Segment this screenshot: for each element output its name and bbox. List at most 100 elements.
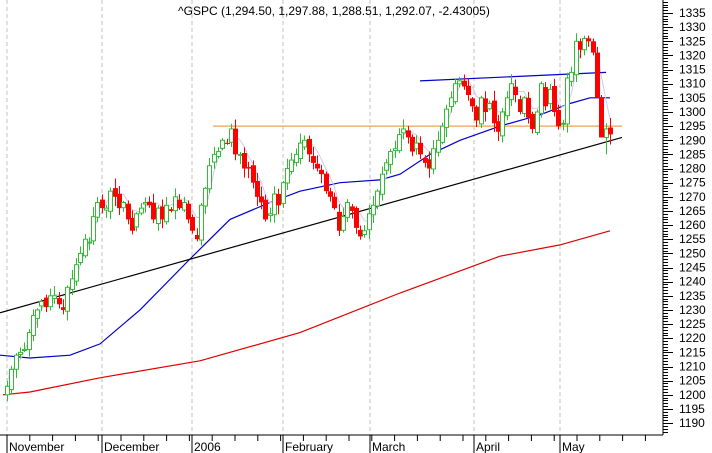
candle-body-up <box>375 190 380 207</box>
candle-body-down <box>358 229 363 237</box>
candle-body-down <box>410 136 415 152</box>
candle-body-up <box>139 207 144 214</box>
candle-body-down <box>195 234 200 240</box>
candle-body-down <box>337 211 342 231</box>
candle-body-down <box>233 128 238 155</box>
candle-body-up <box>436 139 441 153</box>
candle-body-down <box>492 100 497 124</box>
candle-body-down <box>556 109 561 127</box>
candle-body-up <box>397 134 402 152</box>
candle-body-down <box>608 127 613 135</box>
candle-body-up <box>83 238 88 257</box>
candle-body-up <box>199 204 204 241</box>
candle-body-down <box>427 159 432 169</box>
candle-body-down <box>319 169 324 175</box>
candle-body-up <box>414 142 419 150</box>
candle-body-up <box>272 193 277 216</box>
y-tick-label: 1210 <box>679 360 706 374</box>
y-tick-label: 1305 <box>679 91 706 105</box>
candle-body-down <box>513 86 518 96</box>
y-tick-label: 1260 <box>679 218 706 232</box>
candle-body-up <box>440 125 445 143</box>
candle-body-up <box>156 207 161 224</box>
y-tick-label: 1220 <box>679 331 706 345</box>
candle-body-up <box>104 207 109 211</box>
candle-body-down <box>186 203 191 220</box>
candle-body-down <box>332 196 337 209</box>
candle-body-down <box>552 86 557 112</box>
candle-body-up <box>457 80 462 85</box>
candle-body-down <box>350 206 355 211</box>
candle-body-up <box>479 97 484 125</box>
candle-body-up <box>509 83 514 101</box>
y-tick-label: 1205 <box>679 374 706 388</box>
candle-body-down <box>151 202 156 220</box>
candle-body-up <box>548 88 553 105</box>
candle-body-up <box>220 139 225 149</box>
candle-body-down <box>483 98 488 112</box>
candle-body-up <box>52 295 57 300</box>
candle-body-up <box>39 300 44 307</box>
candle-body-down <box>466 85 471 96</box>
candle-body-down <box>530 113 535 129</box>
candle-body-down <box>470 98 475 107</box>
candles <box>5 33 613 401</box>
x-tick-label: 2006 <box>194 440 221 453</box>
candle-body-down <box>242 153 247 169</box>
candle-body-up <box>27 332 32 351</box>
candle-body-up <box>294 153 299 164</box>
candle-body-up <box>91 216 96 242</box>
candle-body-up <box>9 368 14 391</box>
candle-body-up <box>535 111 540 133</box>
x-tick-label: November <box>9 440 64 453</box>
x-tick-label: March <box>372 440 405 453</box>
y-tick-label: 1310 <box>679 77 706 91</box>
candle-body-down <box>44 297 49 308</box>
candle-body-up <box>18 351 23 355</box>
candle-body-up <box>48 295 53 308</box>
candle-body-up <box>268 213 273 216</box>
candle-body-down <box>423 157 428 163</box>
y-tick-label: 1250 <box>679 246 706 260</box>
candle-body-down <box>418 142 423 155</box>
candle-body-up <box>298 142 303 159</box>
y-tick-label: 1315 <box>679 63 706 77</box>
y-tick-label: 1240 <box>679 275 706 289</box>
candle-body-up <box>345 201 350 218</box>
candle-body-up <box>74 264 79 282</box>
x-tick-label: May <box>562 440 585 453</box>
candle-body-up <box>121 201 126 209</box>
candle-body-down <box>406 130 411 138</box>
candle-body-up <box>164 204 169 223</box>
candle-body-up <box>444 108 449 128</box>
candle-body-down <box>117 193 122 209</box>
candle-body-down <box>578 41 583 50</box>
candle-body-down <box>169 209 174 211</box>
candle-body-up <box>22 349 27 352</box>
candle-body-up <box>453 83 458 103</box>
candle-body-down <box>251 165 256 183</box>
candle-body-up <box>229 128 234 143</box>
candle-body-down <box>599 97 604 138</box>
candle-body-up <box>500 111 505 137</box>
candle-body-up <box>65 286 70 312</box>
candle-body-down <box>246 167 251 169</box>
y-tick-label: 1265 <box>679 204 706 218</box>
candle-body-down <box>190 216 195 231</box>
candle-body-up <box>182 201 187 211</box>
x-tick-label: April <box>476 440 500 453</box>
candle-body-up <box>431 148 436 170</box>
y-tick-label: 1330 <box>679 20 706 34</box>
candle-body-up <box>302 139 307 148</box>
candle-body-up <box>569 71 574 82</box>
y-tick-label: 1275 <box>679 176 706 190</box>
y-tick-label: 1230 <box>679 303 706 317</box>
x-axis-ticks: November December 2006 February March April Ma… <box>6 435 646 453</box>
candle-body-down <box>113 188 118 197</box>
candle-body-up <box>574 40 579 76</box>
candle-body-up <box>207 165 212 190</box>
y-tick-label: 1190 <box>679 416 705 430</box>
candle-body-down <box>307 138 312 155</box>
candle-body-up <box>582 37 587 51</box>
